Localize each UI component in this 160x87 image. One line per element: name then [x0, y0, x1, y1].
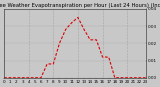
Title: Milwaukee Weather Evapotranspiration per Hour (Last 24 Hours) (Inches): Milwaukee Weather Evapotranspiration per…: [0, 3, 160, 8]
